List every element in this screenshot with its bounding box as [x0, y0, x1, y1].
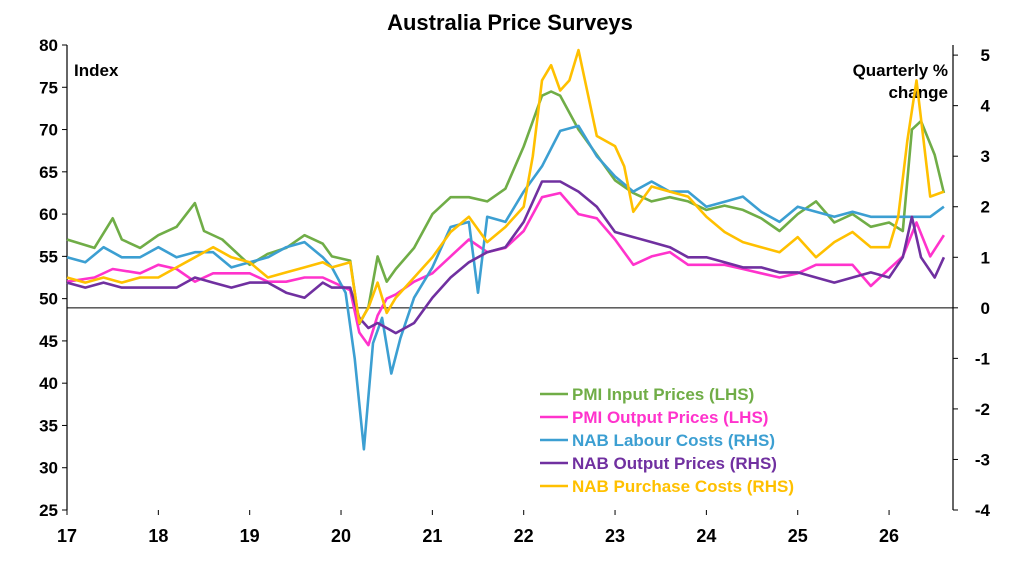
- right-tick-label: -1: [975, 349, 990, 368]
- legend: PMI Input Prices (LHS) PMI Output Prices …: [540, 385, 794, 496]
- left-tick-label: 45: [39, 332, 58, 351]
- left-tick-label: 35: [39, 416, 58, 435]
- right-tick-label: -3: [975, 450, 990, 469]
- x-tick-label: 23: [605, 526, 625, 546]
- right-tick-label: -2: [975, 400, 990, 419]
- right-axis-unit-label-line-1: Quarterly %: [853, 61, 948, 80]
- series-lines: [66, 48, 946, 451]
- x-tick-label: 22: [514, 526, 534, 546]
- series-line: [66, 90, 946, 326]
- x-tick-label: 24: [696, 526, 716, 546]
- left-tick-label: 30: [39, 459, 58, 478]
- legend-label: PMI Input Prices (LHS): [572, 385, 754, 404]
- right-tick-label: -4: [975, 501, 991, 520]
- left-tick-label: 80: [39, 36, 58, 55]
- x-tick-label: 18: [148, 526, 168, 546]
- x-tick-label: 17: [57, 526, 77, 546]
- right-tick-label: 0: [981, 299, 990, 318]
- x-tick-label: 20: [331, 526, 351, 546]
- left-tick-label: 50: [39, 290, 58, 309]
- left-axis-ticks: 25 30 35 40 45 50 55 60 65 70 75 80: [39, 36, 67, 520]
- left-tick-label: 75: [39, 78, 58, 97]
- legend-label: PMI Output Prices (LHS): [572, 408, 768, 427]
- left-tick-label: 65: [39, 163, 58, 182]
- series-line: [66, 48, 945, 325]
- legend-label: NAB Purchase Costs (RHS): [572, 477, 794, 496]
- x-axis-ticks: 17 18 19 20 21 22 23 24 25 26: [57, 510, 899, 546]
- x-tick-label: 25: [788, 526, 808, 546]
- left-tick-label: 60: [39, 205, 58, 224]
- right-tick-label: 4: [981, 97, 991, 116]
- right-axis-ticks: -4 -3 -2 -1 0 1 2 3 4 5: [953, 46, 991, 520]
- left-tick-label: 25: [39, 501, 58, 520]
- left-axis-unit-label: Index: [74, 61, 119, 80]
- right-tick-label: 5: [981, 46, 990, 65]
- x-tick-label: 19: [240, 526, 260, 546]
- series-line: [66, 180, 946, 335]
- x-tick-label: 26: [879, 526, 899, 546]
- series-line: [66, 124, 945, 451]
- right-tick-label: 2: [981, 198, 990, 217]
- left-tick-label: 55: [39, 247, 58, 266]
- left-tick-label: 70: [39, 121, 58, 140]
- right-tick-label: 1: [981, 248, 990, 267]
- left-tick-label: 40: [39, 374, 58, 393]
- chart-title: Australia Price Surveys: [387, 10, 633, 35]
- legend-label: NAB Labour Costs (RHS): [572, 431, 775, 450]
- x-tick-label: 21: [422, 526, 442, 546]
- legend-label: NAB Output Prices (RHS): [572, 454, 777, 473]
- right-tick-label: 3: [981, 147, 990, 166]
